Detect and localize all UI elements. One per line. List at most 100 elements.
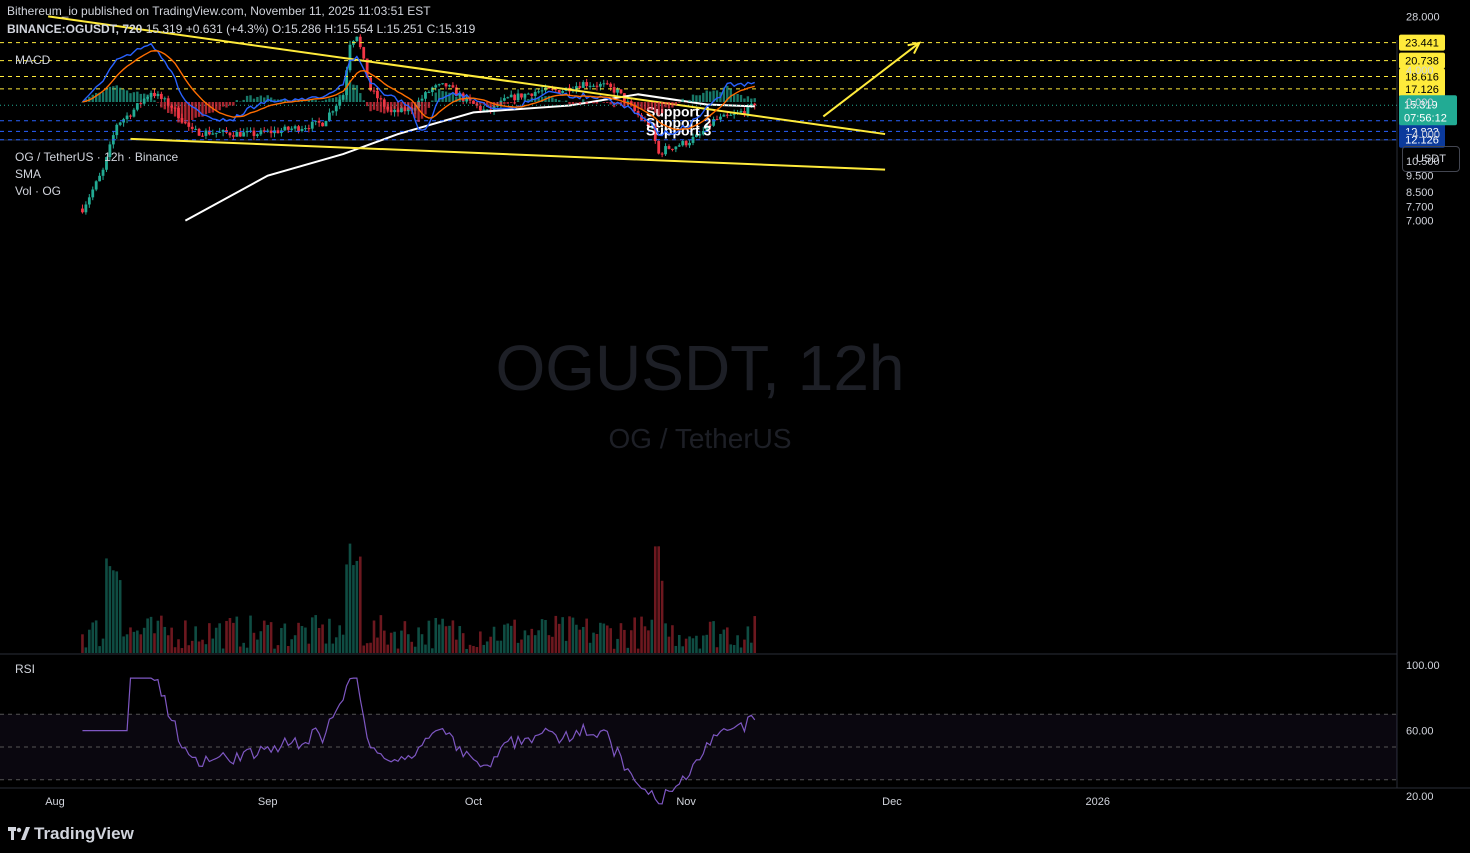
volume-bar <box>142 627 146 653</box>
macd-histogram-bar <box>266 95 269 102</box>
volume-bar <box>681 646 685 653</box>
volume-bar <box>736 635 739 653</box>
macd-label[interactable]: MACD <box>15 53 51 67</box>
macd-histogram-bar <box>208 102 211 114</box>
candle-body <box>207 130 211 135</box>
candle-body <box>722 114 726 117</box>
price-change: +0.631 (+4.3%) <box>185 22 269 36</box>
volume-bar <box>616 638 619 653</box>
macd-histogram-bar <box>537 97 540 102</box>
candle-body <box>719 116 722 120</box>
volume-bar <box>667 636 671 653</box>
price-tick: 8.500 <box>1406 187 1434 199</box>
macd-histogram-bar <box>225 102 228 108</box>
macd-histogram-bar <box>163 102 166 110</box>
candle-body <box>667 146 671 149</box>
watermark-symbol: OGUSDT, 12h <box>495 332 904 404</box>
macd-histogram-bar <box>571 102 575 105</box>
volume-bar <box>448 625 451 653</box>
level-value: 18.616 <box>1405 72 1439 84</box>
time-tick: Sep <box>258 796 278 808</box>
volume-bar <box>578 629 582 653</box>
volume-bar <box>160 615 163 653</box>
macd-histogram-bar <box>705 90 708 102</box>
volume-bar <box>629 630 633 653</box>
volume-bar <box>269 622 273 653</box>
rsi-label[interactable]: RSI <box>15 662 36 676</box>
macd-histogram-bar <box>132 92 136 102</box>
candle-body <box>502 98 506 101</box>
candle-body <box>345 70 348 96</box>
candle-body <box>331 111 335 113</box>
volume-bar <box>365 643 369 653</box>
macd-histogram-bar <box>516 101 520 102</box>
volume-bar <box>400 630 403 653</box>
volume-bar <box>743 639 746 653</box>
macd-histogram-bar <box>650 102 654 111</box>
volume-bar <box>605 625 609 653</box>
macd-histogram-bar <box>389 102 393 110</box>
macd-histogram-bar <box>269 97 273 102</box>
candle-body <box>91 189 95 198</box>
volume-bar <box>280 628 283 653</box>
volume-bar <box>81 634 84 653</box>
volume-bar <box>304 627 307 653</box>
price-tick: 10.500 <box>1406 156 1440 168</box>
volume-bar <box>424 644 427 653</box>
rsi-tick: 20.00 <box>1406 791 1434 803</box>
candle-body <box>420 98 424 101</box>
volume-bar <box>369 642 372 653</box>
candle-body <box>739 111 743 113</box>
rsi-line <box>82 677 756 805</box>
candle-body <box>430 87 434 93</box>
candle-body <box>190 126 194 129</box>
candle-body <box>304 128 307 130</box>
price-tick: 7.000 <box>1406 216 1434 228</box>
volume-bar <box>139 634 143 653</box>
level-value: 23.441 <box>1405 38 1439 50</box>
tradingview-logo[interactable]: TradingView <box>8 824 134 844</box>
macd-histogram-bar <box>726 85 729 102</box>
vol-label[interactable]: Vol · OG <box>15 184 62 198</box>
volume-bar <box>530 628 534 653</box>
volume-bar <box>684 638 688 653</box>
volume-bar <box>592 632 595 653</box>
volume-bar <box>334 637 338 653</box>
macd-histogram-bar <box>167 102 170 113</box>
candle-body <box>153 92 156 97</box>
candle-body <box>228 132 232 136</box>
macd-histogram-bar <box>341 95 345 102</box>
last-price-value: 15.319 <box>1404 99 1438 111</box>
macd-histogram-bar <box>448 92 451 102</box>
volume-bar <box>129 627 132 653</box>
macd-histogram-bar <box>479 102 482 105</box>
currency-button[interactable]: USDT <box>1402 146 1460 172</box>
signal-line <box>82 50 755 131</box>
candle-body <box>743 111 746 114</box>
macd-histogram-bar <box>708 91 712 102</box>
macd-histogram-bar <box>558 100 561 102</box>
macd-histogram-bar <box>664 102 667 108</box>
macd-histogram-bar <box>654 102 657 113</box>
candle-body <box>328 112 331 121</box>
volume-bar <box>307 643 311 653</box>
macd-histogram-bar <box>307 100 311 102</box>
watermark-name: OG / TetherUS <box>608 423 791 454</box>
macd-histogram-bar <box>129 93 132 102</box>
volume-bar <box>379 615 383 653</box>
volume-bar <box>218 623 221 653</box>
macd-histogram-bar <box>105 89 108 102</box>
candle-body <box>647 120 650 128</box>
rsi-tick: 100.00 <box>1406 660 1440 672</box>
candle-body <box>156 93 160 97</box>
volume-bar <box>485 641 489 653</box>
sma-label[interactable]: SMA <box>15 167 42 181</box>
macd-histogram-bar <box>156 102 160 103</box>
macd-histogram-bar <box>743 98 746 102</box>
macd-histogram-bar <box>417 102 420 123</box>
candle-body <box>554 88 558 91</box>
macd-histogram-bar <box>623 102 626 108</box>
main-title[interactable]: OG / TetherUS · 12h · Binance <box>15 150 179 164</box>
volume-bar <box>94 620 98 653</box>
